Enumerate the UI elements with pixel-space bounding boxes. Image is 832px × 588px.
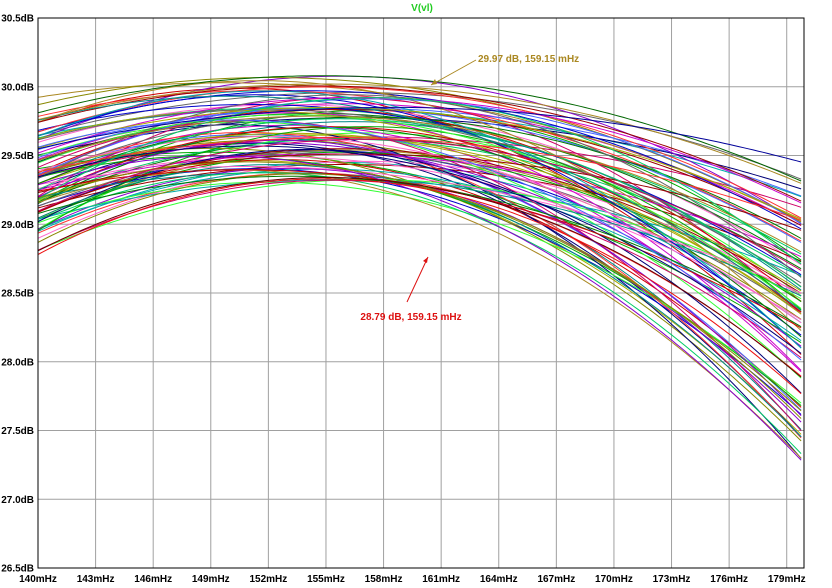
x-tick-label: 176mHz [710,574,748,585]
series-line [38,116,802,239]
series-line [38,153,802,258]
series-line [38,80,802,331]
x-tick-label: 173mHz [653,574,691,585]
annotation-leader [430,59,477,86]
annotations: 29.97 dB, 159.15 mHz 28.79 dB, 159.15 mHz [360,54,579,323]
y-tick-label: 30.5dB [1,14,34,25]
series-line-highlight [38,177,802,378]
y-tick-label: 27.5dB [1,426,34,437]
series-line [38,159,802,408]
chart-title: V(vl) [411,3,433,14]
y-tick-label: 27.0dB [1,495,34,506]
series-line [38,145,802,354]
series-line [38,107,802,220]
series-line [38,92,802,180]
series-group [38,75,802,461]
series-line-highlight [38,178,802,395]
x-tick-label: 152mHz [249,574,287,585]
series-line [38,138,802,271]
x-tick-label: 146mHz [134,574,172,585]
x-tick-label: 170mHz [595,574,633,585]
annotation-leader [406,256,429,303]
series-line [38,114,802,309]
series-line [38,115,802,253]
x-tick-label: 164mHz [480,574,518,585]
series-line [38,181,802,404]
series-line [38,104,802,266]
series-line [38,118,802,288]
x-tick-label: 140mHz [19,574,57,585]
series-line [38,87,802,355]
annotation-arrow [423,257,428,263]
series-line-highlight [38,106,802,163]
y-tick-label: 28.5dB [1,289,34,300]
x-tick-label: 143mHz [77,574,115,585]
series-line [38,136,802,324]
series-line [38,164,802,262]
annotation-label: 28.79 dB, 159.15 mHz [360,312,461,323]
series-line [38,155,802,461]
x-tick-label: 179mHz [768,574,806,585]
series-line [38,169,802,459]
series-line [38,119,802,361]
series-line [38,110,802,315]
series-line [38,97,802,265]
y-tick-label: 28.0dB [1,357,34,368]
series-line-highlight [38,75,802,182]
plot-frame [37,17,805,569]
series-line [38,86,802,219]
series-line [38,95,802,311]
series-line-highlight [38,83,802,184]
series-line [38,179,802,359]
series-line [38,77,802,223]
x-tick-label: 158mHz [365,574,403,585]
x-axis-ticks: 140mHz 143mHz 146mHz 149mHz 152mHz 155mHz 158m… [19,574,806,585]
series-line [38,137,802,221]
series-line [38,172,802,454]
series-line [38,166,802,294]
x-tick-label: 161mHz [422,574,460,585]
x-tick-label: 155mHz [307,574,345,585]
y-tick-label: 29.5dB [1,151,34,162]
y-tick-label: 29.0dB [1,220,34,231]
series-line [38,90,802,349]
series-line [38,85,802,202]
series-line [38,98,802,224]
y-tick-label: 26.5dB [1,564,34,575]
x-tick-label: 149mHz [192,574,230,585]
annotation-arrow [431,79,437,85]
y-tick-label: 30.0dB [1,82,34,93]
series-line [38,134,802,313]
series-line [38,139,802,417]
annotation-label: 29.97 dB, 159.15 mHz [478,54,579,65]
y-axis-ticks: 26.5dB 27.0dB 27.5dB 28.0dB 28.5dB 29.0dB 29.5… [1,14,34,575]
series-line [38,94,802,349]
series-line [38,75,802,225]
series-line [38,179,802,300]
series-line [38,156,802,321]
x-tick-label: 167mHz [537,574,575,585]
